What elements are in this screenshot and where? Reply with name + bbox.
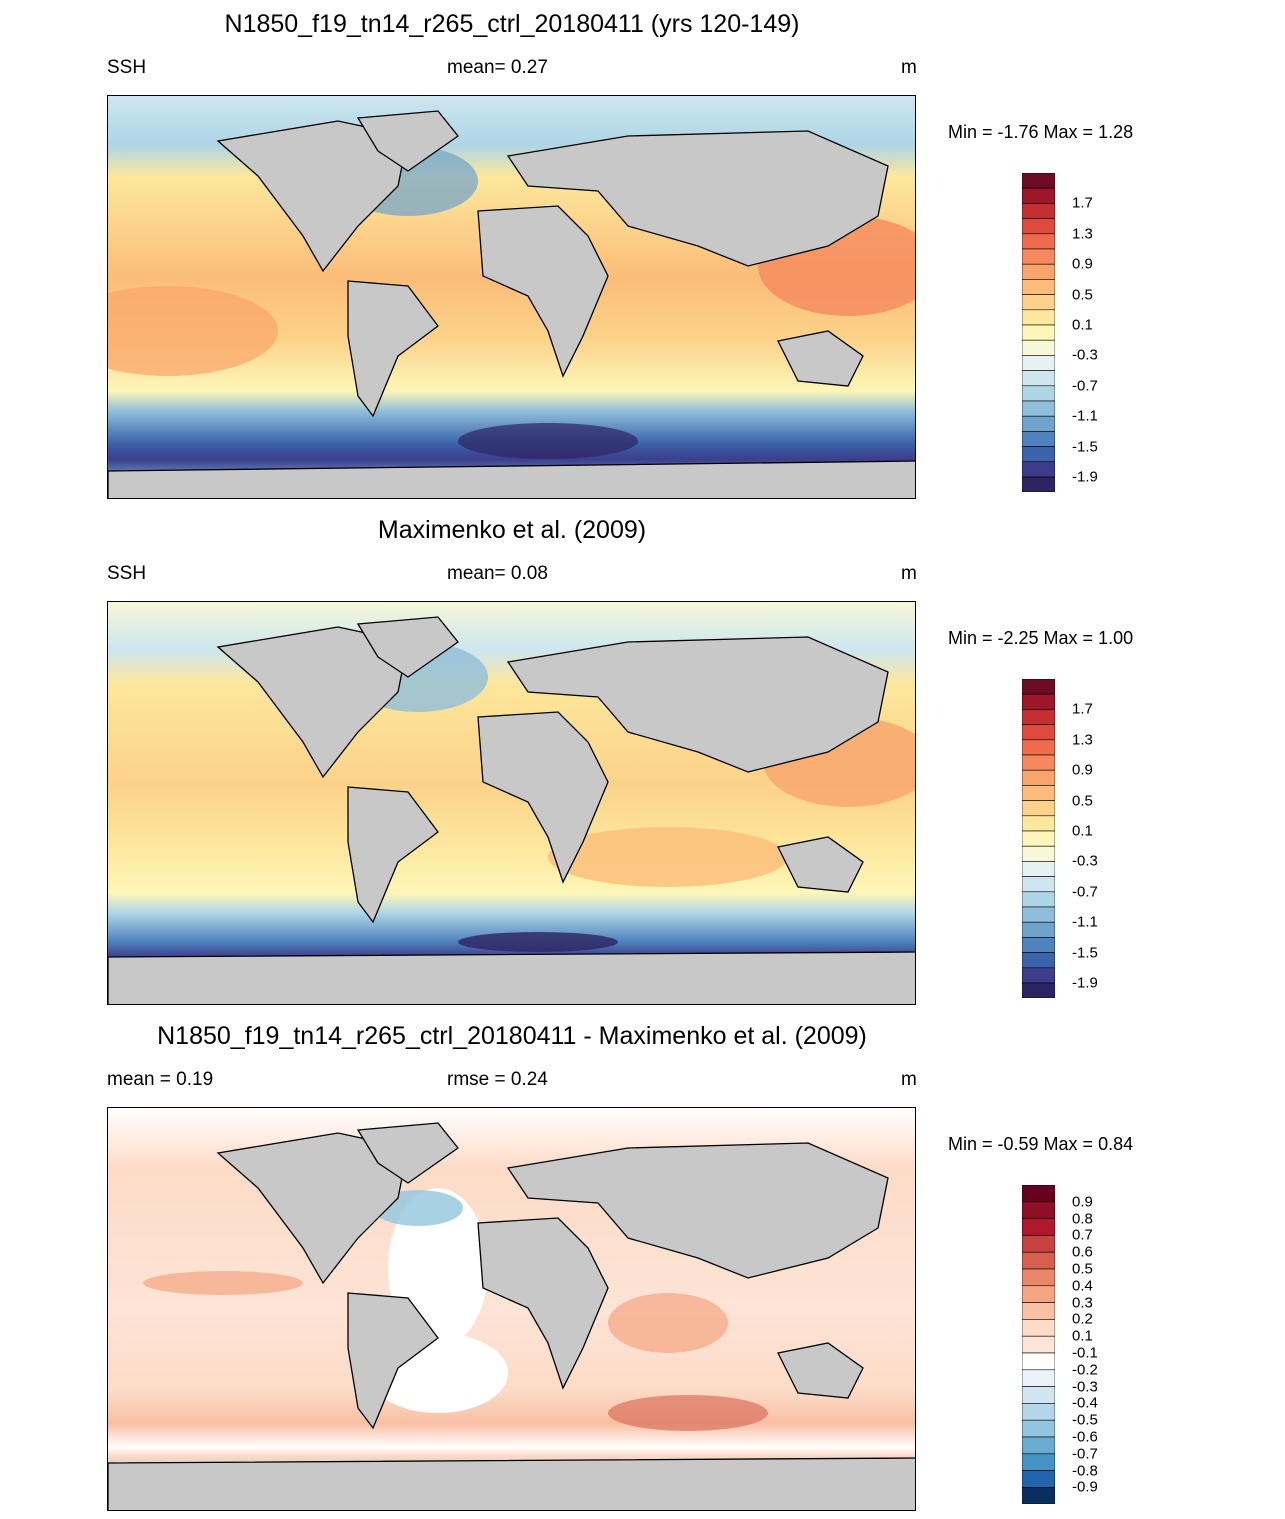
variable-label: SSH [107,563,147,584]
colorbar-tick: 0.1 [1072,1327,1093,1345]
land [108,110,915,498]
colorbar-tick: -1.9 [1072,974,1098,992]
min-max-label: Min = -2.25 Max = 1.00 [948,628,1134,648]
colorbar-tick: 0.7 [1072,1226,1093,1244]
colorbar-tick: 0.5 [1072,792,1093,810]
colorbar-tick: -0.1 [1072,1344,1098,1362]
ssh-difference-map [107,1107,916,1511]
min-max-label: Min = -1.76 Max = 1.28 [948,122,1134,142]
colorbar-svg [1022,679,1055,998]
colorbar-tick: -0.7 [1072,883,1098,901]
min-max-label: Min = -0.59 Max = 0.84 [948,1134,1134,1154]
colorbar-tick: -0.6 [1072,1428,1098,1446]
rmse-label: rmse = 0.24 [447,1069,548,1090]
variable-label: SSH [107,57,147,78]
colorbar-tick: 0.9 [1072,255,1093,273]
colorbar-tick: 1.7 [1072,700,1093,718]
colorbar-tick: 0.6 [1072,1243,1093,1261]
panel-title: N1850_f19_tn14_r265_ctrl_20180411 - Maxi… [157,1022,867,1050]
panel-title: N1850_f19_tn14_r265_ctrl_20180411 (yrs 1… [224,10,800,38]
colorbar [1022,1185,1055,1504]
units-label: m [901,57,917,78]
map-svg [108,96,915,498]
ssh-map-observations [107,601,916,1005]
colorbar-tick: -0.7 [1072,1445,1098,1463]
colorbar-tick: 0.5 [1072,286,1093,304]
colorbar-svg [1022,173,1055,492]
colorbar-tick: -0.7 [1072,377,1098,395]
colorbar-tick: -0.8 [1072,1462,1098,1480]
colorbar-tick: -1.5 [1072,944,1098,962]
colorbar [1022,173,1055,492]
mean-label: mean= 0.08 [447,563,548,584]
colorbar-tick: -0.2 [1072,1361,1098,1379]
units-label: m [901,563,917,584]
colorbar-tick: -1.1 [1072,407,1098,425]
colorbar [1022,679,1055,998]
colorbar-tick: 0.1 [1072,316,1093,334]
ssh-map-model [107,95,916,499]
colorbar-tick: 0.4 [1072,1277,1093,1295]
colorbar-tick: 1.7 [1072,194,1093,212]
mean-label: mean = 0.19 [107,1069,214,1090]
colorbar-tick: 1.3 [1072,225,1093,243]
mean-label: mean= 0.27 [447,57,548,78]
map-svg [108,1108,915,1510]
panel-title: Maximenko et al. (2009) [377,516,647,544]
colorbar-tick: -0.4 [1072,1394,1098,1412]
colorbar-tick: 0.1 [1072,822,1093,840]
colorbar-tick: -0.9 [1072,1478,1098,1496]
map-svg [108,602,915,1004]
colorbar-tick: -1.5 [1072,438,1098,456]
colorbar-tick: -1.9 [1072,468,1098,486]
colorbar-tick: -0.3 [1072,852,1098,870]
colorbar-tick: 0.5 [1072,1260,1093,1278]
colorbar-tick: 0.9 [1072,761,1093,779]
colorbar-tick: -0.3 [1072,346,1098,364]
colorbar-tick: 0.3 [1072,1294,1093,1312]
colorbar-tick: -0.5 [1072,1411,1098,1429]
colorbar-tick: 0.8 [1072,1210,1093,1228]
colorbar-tick: 1.3 [1072,731,1093,749]
colorbar-tick: -1.1 [1072,913,1098,931]
colorbar-svg [1022,1185,1055,1504]
land [108,1122,915,1510]
units-label: m [901,1069,917,1090]
colorbar-tick: 0.9 [1072,1193,1093,1211]
colorbar-tick: -0.3 [1072,1378,1098,1396]
land [108,616,915,1004]
colorbar-tick: 0.2 [1072,1310,1093,1328]
